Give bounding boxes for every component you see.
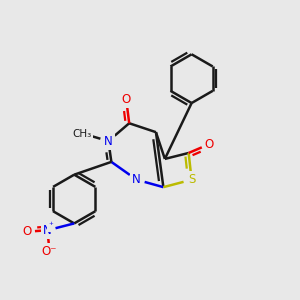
Text: O: O (122, 93, 131, 106)
Text: O: O (205, 138, 214, 151)
Text: N: N (132, 173, 141, 186)
Text: S: S (188, 173, 195, 186)
Text: CH₃: CH₃ (72, 129, 91, 139)
Text: O: O (22, 225, 31, 238)
Text: N: N (104, 135, 113, 148)
Text: O⁻: O⁻ (42, 245, 57, 258)
Text: ⁺: ⁺ (49, 221, 53, 230)
Text: N: N (43, 224, 52, 237)
